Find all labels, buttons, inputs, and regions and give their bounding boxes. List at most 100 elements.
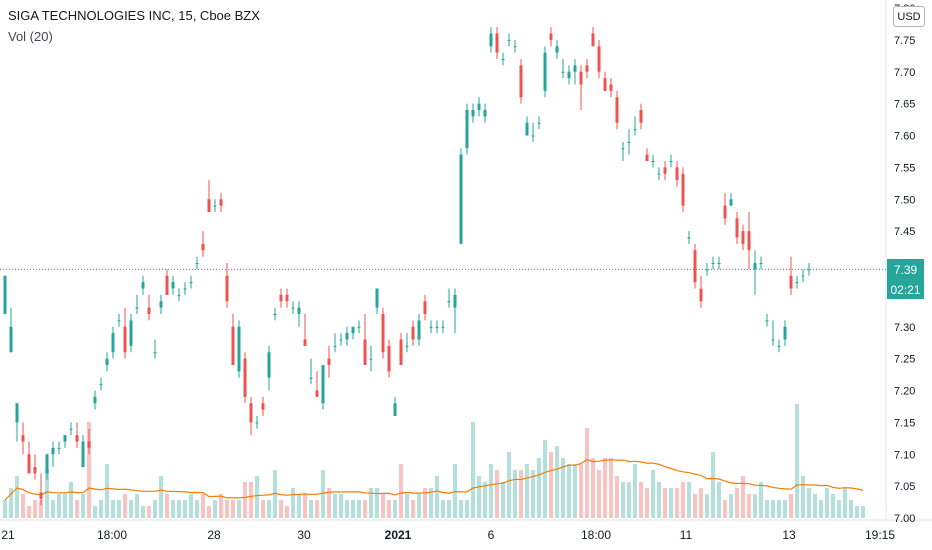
candle bbox=[651, 154, 655, 168]
volume-bar bbox=[423, 488, 427, 518]
y-tick-label: 7.00 bbox=[894, 513, 915, 525]
candle-body bbox=[597, 46, 601, 72]
volume-bar bbox=[165, 494, 169, 518]
candle bbox=[297, 301, 301, 327]
volume-bar bbox=[147, 506, 151, 518]
candle-body bbox=[99, 384, 103, 386]
candle bbox=[309, 358, 313, 385]
volume-bar bbox=[207, 506, 211, 518]
volume-bar bbox=[261, 500, 265, 518]
candle-body bbox=[69, 428, 73, 430]
candle bbox=[537, 116, 541, 130]
candle bbox=[699, 275, 703, 308]
candle-body bbox=[405, 345, 409, 347]
volume-bar bbox=[357, 500, 361, 518]
volume-bar bbox=[135, 494, 139, 518]
candle-body bbox=[693, 250, 697, 283]
candle-body bbox=[753, 263, 757, 270]
candle-body bbox=[243, 358, 247, 397]
volume-bar bbox=[573, 464, 577, 518]
candle-body bbox=[303, 339, 307, 346]
volume-bar bbox=[585, 428, 589, 518]
volume-bar bbox=[99, 500, 103, 518]
volume-bar bbox=[459, 500, 463, 518]
candle-body bbox=[201, 243, 205, 251]
x-tick-label: 18:00 bbox=[581, 528, 611, 542]
candle bbox=[429, 320, 433, 334]
candle-body bbox=[135, 307, 139, 309]
volume-bar bbox=[129, 500, 133, 518]
y-tick-label: 7.15 bbox=[894, 417, 915, 429]
volume-bar bbox=[447, 500, 451, 518]
volume-bar bbox=[837, 500, 841, 518]
candle-body bbox=[447, 301, 451, 303]
candle bbox=[591, 27, 595, 47]
candle bbox=[261, 396, 265, 416]
volume-bar bbox=[9, 488, 13, 518]
candle bbox=[423, 294, 427, 321]
candle-body bbox=[21, 435, 25, 442]
currency-badge[interactable]: USD bbox=[893, 6, 925, 27]
candle bbox=[555, 39, 559, 59]
candle bbox=[201, 231, 205, 257]
candle-body bbox=[441, 326, 445, 328]
candle-body bbox=[735, 218, 739, 238]
volume-indicator-label[interactable]: Vol (20) bbox=[8, 29, 53, 44]
candle bbox=[321, 365, 325, 410]
candle bbox=[609, 78, 613, 98]
volume-bar bbox=[717, 482, 721, 518]
volume-bar bbox=[693, 494, 697, 518]
candle bbox=[597, 39, 601, 79]
volume-bar bbox=[561, 458, 565, 518]
candle bbox=[693, 243, 697, 289]
y-tick-label: 7.25 bbox=[894, 354, 915, 366]
candle-body bbox=[393, 403, 397, 416]
candle-body bbox=[495, 33, 499, 53]
volume-bar bbox=[243, 482, 247, 518]
y-tick-label: 7.70 bbox=[894, 67, 915, 79]
candle bbox=[639, 103, 643, 130]
candle-body bbox=[729, 199, 733, 206]
x-tick-label: 18:00 bbox=[97, 528, 127, 542]
volume-bar bbox=[651, 470, 655, 518]
volume-bar bbox=[381, 494, 385, 518]
candle bbox=[171, 275, 175, 295]
candle bbox=[795, 275, 799, 289]
candle bbox=[63, 435, 67, 448]
candle-body bbox=[453, 294, 457, 308]
volume-bar bbox=[705, 494, 709, 518]
candle-body bbox=[231, 326, 235, 365]
volume-bar bbox=[843, 488, 847, 518]
y-tick-label: 7.75 bbox=[894, 35, 915, 47]
candle-body bbox=[9, 326, 13, 353]
volume-bar bbox=[699, 488, 703, 518]
candle bbox=[471, 103, 475, 123]
candle bbox=[705, 263, 709, 276]
volume-bar bbox=[45, 470, 49, 518]
candle bbox=[291, 301, 295, 314]
candle-body bbox=[345, 333, 349, 340]
candle bbox=[489, 27, 493, 53]
candle bbox=[741, 224, 745, 251]
time-axis[interactable]: 21 18:00 28 30 2021 6 18:00 11 13 19:15 bbox=[1, 528, 895, 542]
volume-bar bbox=[741, 476, 745, 518]
candle-body bbox=[39, 492, 43, 499]
candle bbox=[243, 352, 247, 404]
volume-bar bbox=[279, 500, 283, 518]
volume-bar bbox=[21, 494, 25, 518]
volume-bar bbox=[327, 488, 331, 518]
volume-bar bbox=[159, 476, 163, 518]
candle-body bbox=[387, 345, 391, 372]
candle bbox=[129, 314, 133, 353]
symbol-title[interactable]: SIGA TECHNOLOGIES INC, 15, Cboe BZX bbox=[8, 8, 260, 23]
last-price-tag: 7.39 bbox=[887, 259, 924, 280]
volume-bar bbox=[111, 500, 115, 518]
candle bbox=[51, 441, 55, 467]
candle-body bbox=[375, 288, 379, 308]
candle bbox=[45, 454, 49, 480]
volume-bar bbox=[555, 446, 559, 518]
candle bbox=[15, 403, 19, 442]
candle-body bbox=[795, 282, 799, 284]
candle-body bbox=[153, 352, 157, 354]
